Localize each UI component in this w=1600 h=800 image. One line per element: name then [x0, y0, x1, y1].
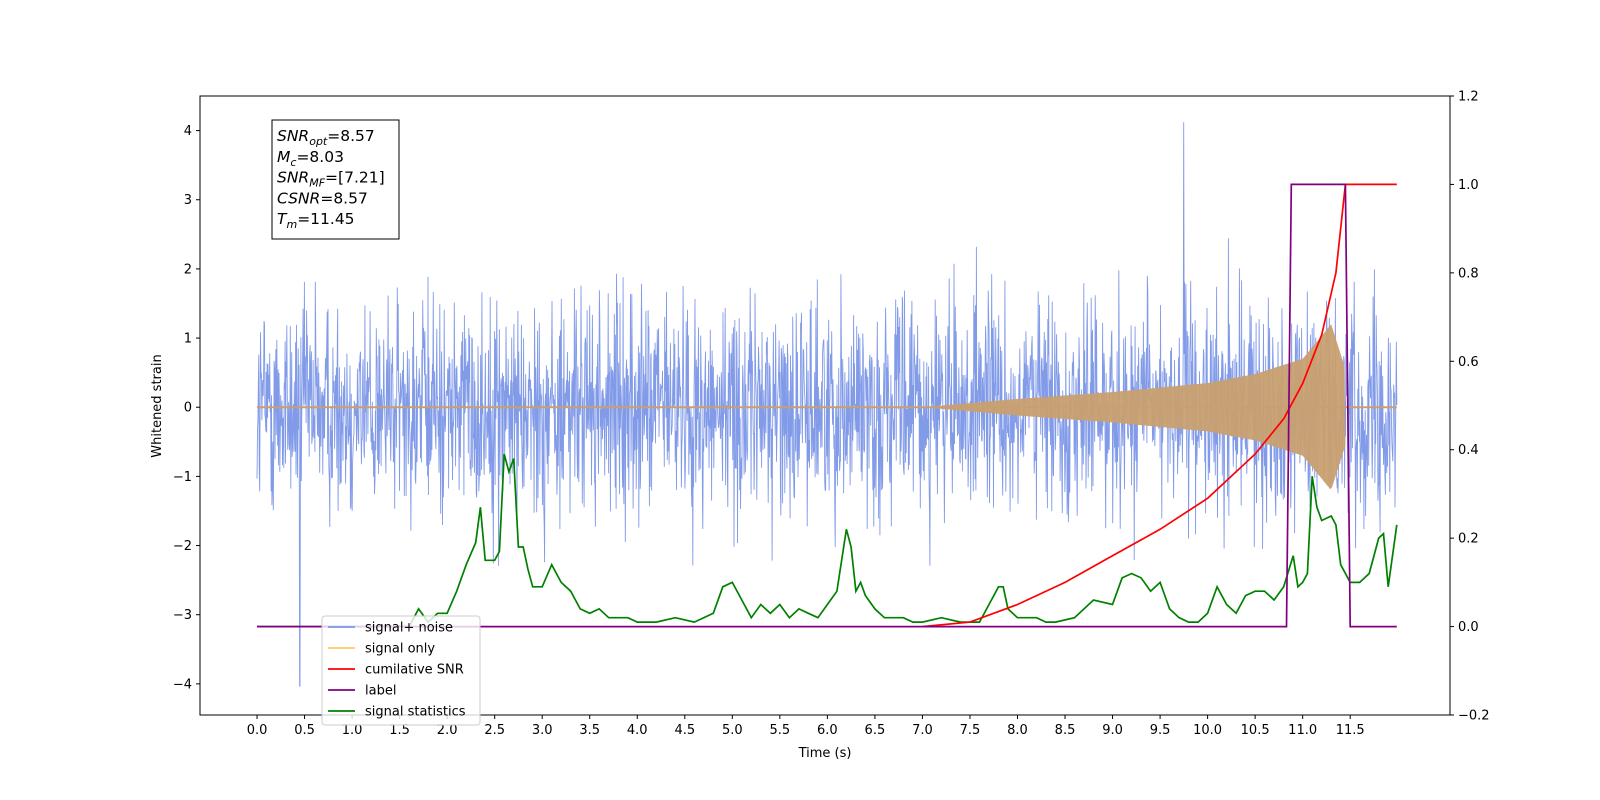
x-tick-label: 4.5	[674, 723, 695, 738]
y-tick-label: 0	[184, 401, 192, 416]
y-tick-label: −2	[173, 539, 192, 554]
x-tick-label: 0.5	[294, 723, 315, 738]
legend-label: signal statistics	[365, 705, 466, 720]
y-axis-left: −4 −3 −2 −1 0 1 2 3 4	[173, 124, 200, 692]
signal-noise-layer	[256, 122, 1398, 687]
plot-frame	[199, 95, 1451, 716]
y-axis-label: Whitened strain	[150, 354, 165, 457]
right-axis-series-layer	[257, 183, 1398, 628]
x-tick-label: 1.5	[389, 723, 410, 738]
x-tick-label: 10.0	[1193, 723, 1222, 738]
y2-tick-label: 1.0	[1458, 178, 1479, 193]
y2-tick-label: −0.2	[1458, 709, 1490, 724]
x-axis-label: Time (s)	[798, 746, 852, 761]
legend-label: signal+ noise	[365, 621, 453, 636]
x-tick-label: 5.5	[770, 723, 791, 738]
y-tick-label: 4	[184, 124, 192, 139]
legend-label: signal only	[365, 642, 435, 657]
y-tick-label: −1	[173, 470, 192, 485]
x-tick-label: 2.0	[437, 723, 458, 738]
x-tick-label: 0.0	[247, 723, 268, 738]
x-tick-label: 10.5	[1241, 723, 1270, 738]
label-line	[257, 183, 1397, 628]
x-tick-label: 6.0	[817, 723, 838, 738]
x-tick-label: 4.0	[627, 723, 648, 738]
annotation-line: SNRopt=8.57	[277, 127, 375, 148]
x-tick-label: 11.5	[1336, 723, 1365, 738]
y2-tick-label: 0.8	[1458, 266, 1479, 281]
legend-label: cumilative SNR	[365, 663, 464, 678]
annotation-line: SNRMF=[7.21]	[277, 169, 385, 190]
x-tick-label: 9.0	[1102, 723, 1123, 738]
legend: signal+ noise signal only cumilative SNR la…	[321, 615, 481, 726]
legend-label: label	[365, 684, 396, 699]
x-tick-label: 9.5	[1150, 723, 1171, 738]
x-axis: 0.0 0.5 1.0 1.5 2.0 2.5 3.0 3.5 4.0 4.5 5.0 5.5 6.0 6…	[247, 715, 1365, 738]
x-tick-label: 8.0	[1007, 723, 1028, 738]
signal-noise-line	[256, 122, 1398, 687]
y2-tick-label: 0.4	[1458, 443, 1479, 458]
x-tick-label: 3.0	[532, 723, 553, 738]
signal-only-chirp	[922, 324, 1346, 490]
x-tick-label: 7.5	[960, 723, 981, 738]
x-tick-label: 11.0	[1288, 723, 1317, 738]
x-tick-label: 5.0	[722, 723, 743, 738]
cumulative-snr-line	[922, 183, 1397, 628]
x-tick-label: 3.5	[579, 723, 600, 738]
y-tick-label: 3	[184, 193, 192, 208]
y2-tick-label: 1.2	[1458, 90, 1479, 105]
signal-only-layer	[257, 324, 1397, 490]
y-tick-label: −3	[173, 608, 192, 623]
annotation-line: Tm=11.45	[277, 210, 355, 231]
y-tick-label: −4	[173, 677, 192, 692]
annotation-line: Mc=8.03	[277, 148, 344, 169]
y-tick-label: 1	[184, 332, 192, 347]
x-tick-label: 1.0	[342, 723, 363, 738]
x-tick-label: 2.5	[484, 723, 505, 738]
signal-statistics-line	[257, 453, 1398, 628]
annotation-line: CSNR=8.57	[277, 189, 368, 207]
y-tick-label: 2	[184, 262, 192, 277]
y2-tick-label: 0.6	[1458, 355, 1479, 370]
y2-tick-label: 0.2	[1458, 532, 1479, 547]
x-tick-label: 8.5	[1055, 723, 1076, 738]
y-axis-right: −0.2 0.0 0.2 0.4 0.6 0.8 1.0 1.2	[1450, 90, 1490, 724]
x-tick-label: 6.5	[865, 723, 886, 738]
x-tick-label: 7.0	[912, 723, 933, 738]
y2-tick-label: 0.0	[1458, 620, 1479, 635]
